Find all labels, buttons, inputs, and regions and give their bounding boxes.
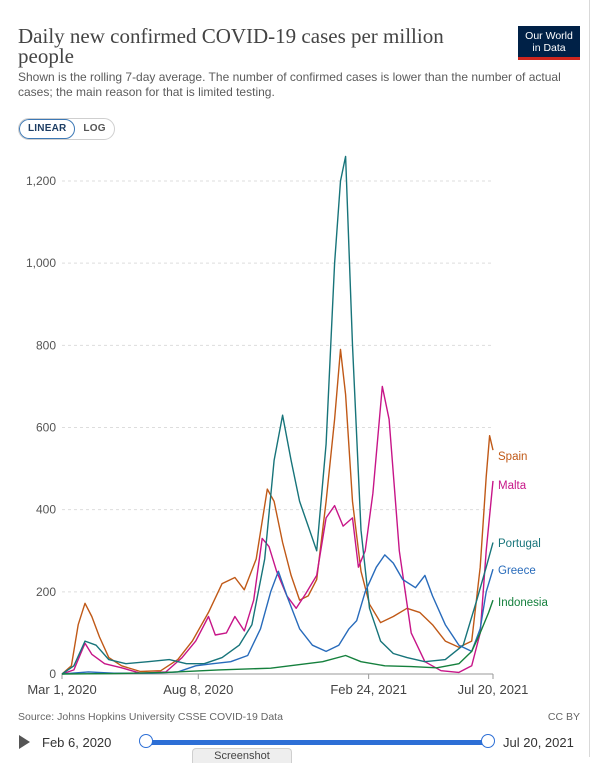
series-line-portugal bbox=[61, 155, 494, 675]
timeline-control: Feb 6, 2020 Jul 20, 2021 Screenshot bbox=[0, 728, 592, 763]
screenshot-button[interactable]: Screenshot bbox=[192, 748, 292, 763]
series-label-malta: Malta bbox=[498, 480, 527, 492]
log-scale-button[interactable]: LOG bbox=[83, 123, 106, 134]
series-label-greece: Greece bbox=[498, 565, 536, 577]
series-label-indonesia: Indonesia bbox=[498, 597, 548, 609]
logo-line-1: Our World bbox=[525, 30, 573, 42]
y-tick-label: 200 bbox=[36, 585, 56, 599]
source-note: Source: Johns Hopkins University CSSE CO… bbox=[18, 711, 283, 723]
y-tick-label: 0 bbox=[49, 667, 56, 681]
logo-line-2: in Data bbox=[532, 42, 566, 54]
y-tick-label: 600 bbox=[36, 421, 56, 435]
line-chart: 0 200 400 600 800 1,000 1,200 Mar 1, 2020 Aug 8… bbox=[26, 155, 548, 697]
timeline-track[interactable] bbox=[146, 740, 488, 745]
series-labels: Spain Malta Portugal Greece Indonesia bbox=[498, 451, 548, 609]
chart-series bbox=[61, 155, 494, 675]
series-label-portugal: Portugal bbox=[498, 538, 541, 550]
y-tick-label: 400 bbox=[36, 503, 56, 517]
y-tick-label: 800 bbox=[36, 338, 56, 352]
license-link[interactable]: CC BY bbox=[547, 711, 580, 723]
series-line-indonesia bbox=[61, 599, 494, 675]
x-axis: Mar 1, 2020 Aug 8, 2020 Feb 24, 2021 Jul 20… bbox=[27, 673, 529, 697]
series-label-spain: Spain bbox=[498, 451, 527, 463]
scale-toggle: LINEAR LOG bbox=[18, 118, 115, 140]
chart-grid bbox=[62, 180, 493, 593]
x-tick-label: Feb 24, 2021 bbox=[330, 682, 407, 697]
x-tick-label: Mar 1, 2020 bbox=[27, 682, 96, 697]
timeline-end-label: Jul 20, 2021 bbox=[503, 735, 574, 750]
series-line-greece bbox=[61, 554, 494, 675]
x-tick-label: Jul 20, 2021 bbox=[458, 682, 529, 697]
linear-scale-button[interactable]: LINEAR bbox=[19, 119, 76, 139]
x-tick-label: Aug 8, 2020 bbox=[163, 682, 233, 697]
timeline-start-label: Feb 6, 2020 bbox=[42, 735, 112, 750]
chart-subtitle: Shown is the rolling 7-day average. The … bbox=[18, 70, 561, 99]
chart-title: Daily new confirmed COVID-19 cases per m… bbox=[18, 24, 444, 68]
series-line-malta bbox=[61, 385, 494, 675]
play-icon[interactable] bbox=[19, 735, 30, 749]
timeline-end-handle[interactable] bbox=[481, 734, 495, 748]
owid-logo[interactable]: Our World in Data bbox=[518, 26, 580, 60]
y-tick-label: 1,000 bbox=[26, 256, 56, 270]
y-tick-label: 1,200 bbox=[26, 174, 56, 188]
series-line-spain bbox=[61, 348, 494, 675]
timeline-start-handle[interactable] bbox=[139, 734, 153, 748]
y-axis: 0 200 400 600 800 1,000 1,200 bbox=[26, 174, 56, 681]
